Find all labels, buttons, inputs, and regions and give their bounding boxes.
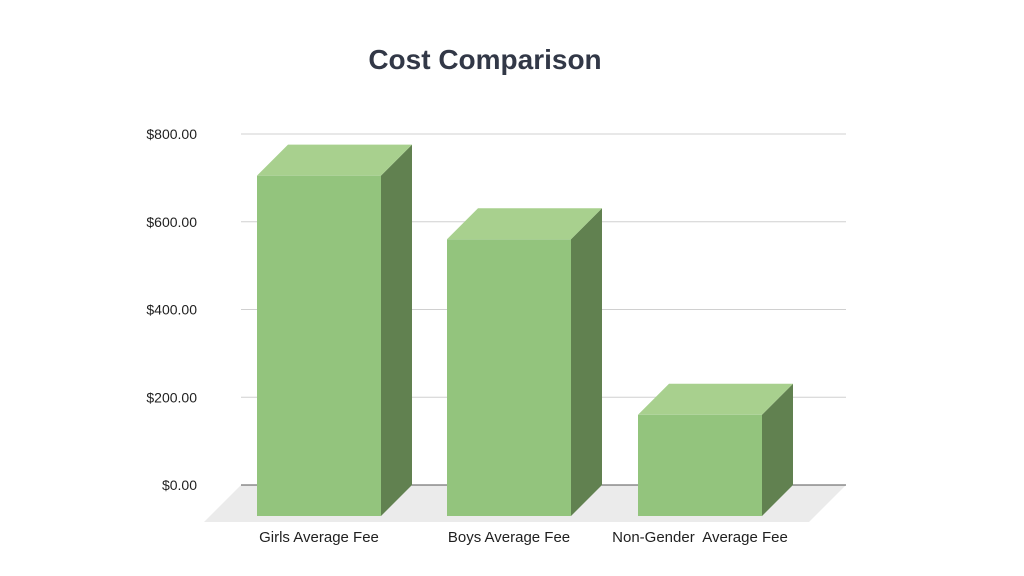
x-category-label: Boys Average Fee xyxy=(448,529,570,546)
bar-side xyxy=(762,383,793,516)
chart-title: Cost Comparison xyxy=(368,44,602,75)
y-tick-label: $200.00 xyxy=(146,389,197,405)
y-tick-label: $600.00 xyxy=(146,214,197,230)
y-tick-label: $0.00 xyxy=(162,477,197,493)
bar-top xyxy=(447,208,602,240)
x-category-label: Non-Gender Average Fee xyxy=(612,529,788,546)
bar-side xyxy=(571,208,602,517)
bar-top xyxy=(257,144,412,176)
y-tick-label: $400.00 xyxy=(146,302,197,318)
bar xyxy=(447,239,571,517)
bar-side xyxy=(381,144,412,516)
bar xyxy=(638,414,762,516)
bar xyxy=(257,175,381,516)
bar-top xyxy=(638,383,793,415)
y-tick-label: $800.00 xyxy=(146,126,197,142)
x-category-label: Girls Average Fee xyxy=(259,529,379,546)
